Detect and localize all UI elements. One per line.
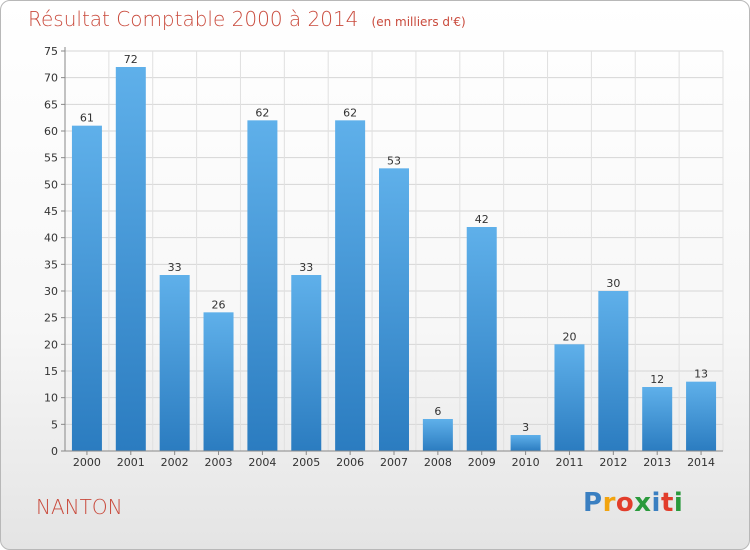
- y-tick-label: 5: [51, 418, 58, 431]
- bar-2014: [686, 381, 717, 451]
- bar-2010: [510, 435, 541, 451]
- chart-title: Résultat Comptable 2000 à 2014: [28, 7, 359, 31]
- bar-2013: [642, 387, 673, 451]
- x-tick-label-2005: 2005: [292, 456, 320, 469]
- y-tick-label: 50: [44, 178, 58, 191]
- bar-2007: [379, 168, 409, 452]
- x-tick-label-2006: 2006: [336, 456, 364, 469]
- y-tick-label: 30: [44, 285, 58, 298]
- y-tick-label: 75: [44, 45, 58, 58]
- bar-2011: [554, 344, 585, 451]
- data-label-2007: 53: [387, 154, 401, 167]
- data-label-2010: 3: [522, 421, 529, 434]
- data-label-2012: 30: [606, 277, 620, 290]
- y-tick-label: 15: [44, 365, 58, 378]
- x-tick-label-2007: 2007: [380, 456, 408, 469]
- x-tick-label-2011: 2011: [555, 456, 583, 469]
- x-tick-label-2008: 2008: [424, 456, 452, 469]
- y-tick-label: 35: [44, 258, 58, 271]
- x-tick-label-2004: 2004: [248, 456, 276, 469]
- y-tick-label: 55: [44, 152, 58, 165]
- logo-letter: P: [583, 488, 603, 518]
- bar-2006: [335, 120, 366, 451]
- logo-letter: x: [634, 488, 652, 518]
- data-label-2004: 62: [255, 106, 269, 119]
- data-label-2001: 72: [124, 53, 138, 66]
- data-label-2009: 42: [475, 213, 489, 226]
- logo-letter: i: [673, 488, 684, 518]
- y-tick-label: 20: [44, 338, 58, 351]
- y-tick-label: 10: [44, 392, 58, 405]
- data-label-2000: 61: [80, 112, 94, 125]
- chart-subtitle: (en milliers d'€): [371, 15, 466, 29]
- x-tick-label-2002: 2002: [161, 456, 189, 469]
- data-label-2014: 13: [694, 368, 708, 381]
- x-tick-label-2009: 2009: [468, 456, 496, 469]
- data-label-2006: 62: [343, 106, 357, 119]
- data-label-2013: 12: [650, 373, 664, 386]
- bar-2000: [71, 125, 102, 452]
- y-tick-label: 65: [44, 98, 58, 111]
- y-tick-label: 70: [44, 72, 58, 85]
- y-tick-label: 0: [51, 445, 58, 458]
- data-label-2008: 6: [434, 405, 441, 418]
- bar-2012: [598, 291, 629, 451]
- logo-letter: i: [651, 488, 661, 518]
- bar-2008: [422, 419, 453, 451]
- x-tick-label-2001: 2001: [117, 456, 145, 469]
- x-tick-label-2010: 2010: [512, 456, 540, 469]
- logo-letter: t: [660, 488, 674, 518]
- bar-2005: [291, 275, 322, 451]
- data-label-2002: 33: [168, 261, 182, 274]
- bar-2001: [115, 67, 146, 451]
- commune-name: NANTON: [36, 495, 123, 519]
- x-tick-label-2000: 2000: [73, 456, 101, 469]
- x-tick-label-2014: 2014: [687, 456, 715, 469]
- data-label-2003: 26: [212, 298, 226, 311]
- bar-2003: [203, 312, 234, 451]
- x-tick-label-2013: 2013: [643, 456, 671, 469]
- data-label-2011: 20: [562, 330, 576, 343]
- proxiti-logo: Proxiti: [583, 488, 683, 518]
- x-tick-label-2003: 2003: [205, 456, 233, 469]
- bar-2009: [466, 227, 497, 451]
- y-tick-label: 60: [44, 125, 58, 138]
- y-tick-label: 45: [44, 205, 58, 218]
- x-tick-label-2012: 2012: [599, 456, 627, 469]
- y-tick-label: 40: [44, 232, 58, 245]
- logo-letter: r: [602, 488, 616, 518]
- bar-2004: [247, 120, 278, 451]
- logo-letter: o: [615, 488, 635, 518]
- title-block: Résultat Comptable 2000 à 2014 (en milli…: [28, 7, 466, 31]
- data-label-2005: 33: [299, 261, 313, 274]
- y-tick-label: 25: [44, 312, 58, 325]
- bar-2002: [159, 275, 190, 451]
